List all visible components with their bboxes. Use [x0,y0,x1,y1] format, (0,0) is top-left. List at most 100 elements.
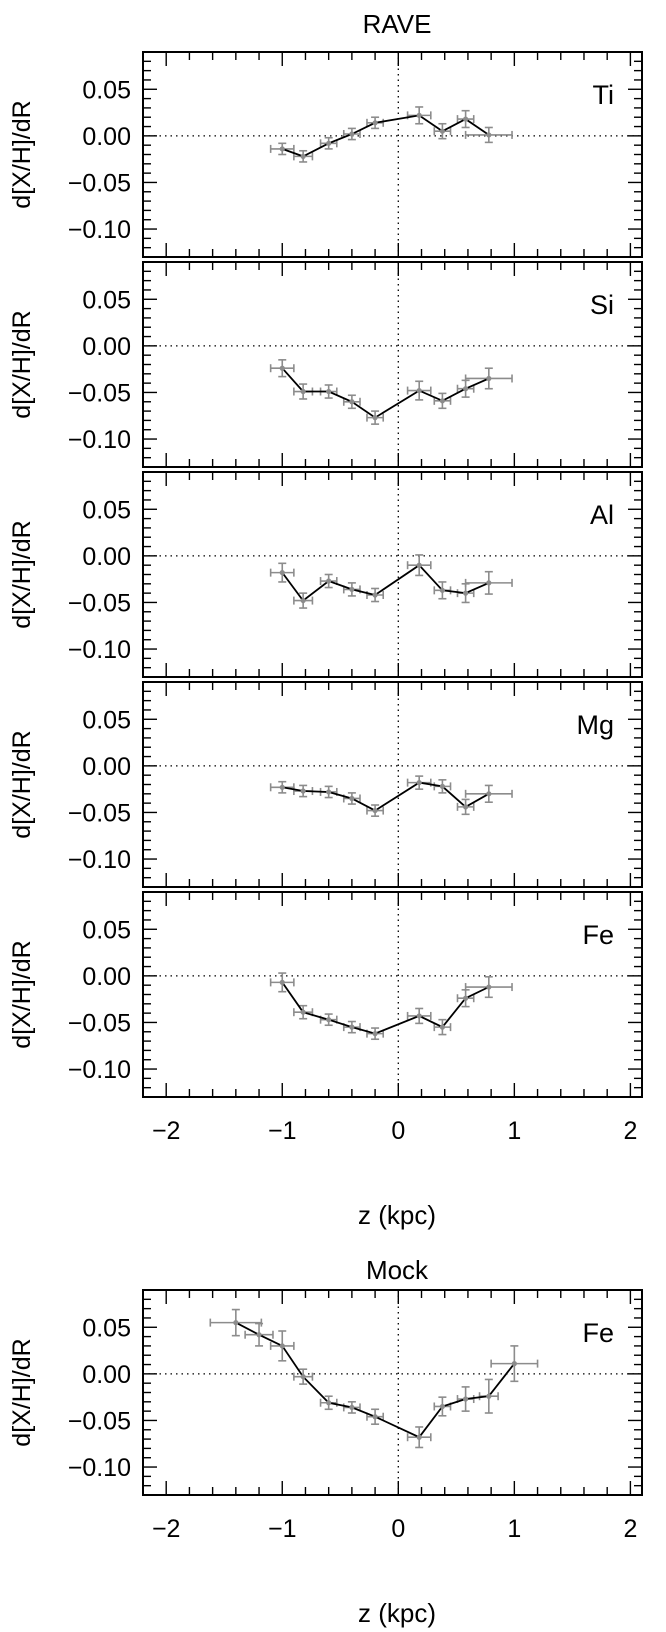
x-tick-label: −2 [152,1515,181,1543]
x-tick-label: −1 [268,1117,297,1145]
data-point [279,784,285,790]
data-point [279,146,285,152]
axes-frame [142,261,643,468]
y-tick-label: 0.05 [82,496,131,524]
y-tick-label: −0.10 [68,216,131,244]
y-tick-label: −0.10 [68,1056,131,1084]
title-rave: RAVE [363,9,432,39]
data-point [349,131,355,137]
data-point [486,1393,492,1399]
data-point [349,795,355,802]
series-line [281,981,490,1035]
xlabel-mock: z (kpc) [358,1598,436,1628]
y-tick-label: −0.10 [68,426,131,454]
y-tick-label: −0.05 [68,1009,131,1037]
panel-label: Ti [593,80,615,110]
y-tick-label: −0.05 [68,799,131,827]
data-point [279,570,285,576]
panel-rave-fe: 0.05 0.00 −0.05 −0.10 −2 −1 0 1 2 d[X/H]/dR Fe [8,891,643,1145]
data-point [300,153,306,159]
data-point [416,387,422,394]
y-tick-label: −0.10 [68,1454,131,1482]
x-tick-label: −1 [268,1515,297,1543]
data-point [511,1361,517,1367]
panel-label: Fe [582,920,614,950]
data-point [486,791,492,797]
y-tick-label: 0.00 [82,333,131,361]
y-tick-label: 0.00 [82,1361,131,1389]
x-tick-label: 1 [507,1515,521,1543]
y-axis-label: d[X/H]/dR [8,100,36,208]
data-point [372,1414,378,1420]
data-point [439,398,445,404]
y-axis-label: d[X/H]/dR [8,730,36,838]
data-point [300,1009,306,1015]
axes-frame [142,891,643,1098]
data-point [486,984,492,990]
data-point [326,388,332,395]
data-point [279,1343,285,1349]
panel-mock-fe: 0.05 0.00 −0.05 −0.10 −2 −1 0 1 2 d[X/H]/dR Fe [8,1289,643,1543]
data-point [326,578,332,584]
data-point [349,1024,355,1030]
y-axis-label: d[X/H]/dR [8,1338,36,1446]
y-tick-label: −0.05 [68,169,131,197]
data-point [279,979,285,985]
data-point [416,780,422,786]
data-point [256,1332,262,1338]
panel-label: Fe [582,1318,614,1348]
y-axis-label: d[X/H]/dR [8,520,36,628]
xlabel-rave: z (kpc) [358,1200,436,1230]
y-tick-label: −0.05 [68,379,131,407]
panel-rave-si: 0.05 0.00 −0.05 −0.10 d[X/H]/dR Si [8,261,643,468]
axes-frame [142,51,643,258]
data-point [300,788,306,794]
data-point [486,580,492,586]
data-point [463,1396,469,1402]
y-tick-label: 0.00 [82,543,131,571]
x-tick-label: 0 [391,1117,405,1145]
data-point [233,1320,239,1326]
data-point [326,1017,332,1023]
data-point [416,112,422,118]
y-tick-label: −0.05 [68,589,131,617]
y-tick-label: 0.00 [82,963,131,991]
axes-frame [142,471,643,678]
data-point [349,1404,355,1411]
y-tick-label: 0.00 [82,123,131,151]
panel-label: Mg [576,710,614,740]
data-point [300,388,306,395]
data-point [326,789,332,795]
data-point [463,804,469,810]
data-point [439,783,445,789]
data-point [349,399,355,405]
y-tick-label: 0.05 [82,916,131,944]
data-point [416,1013,422,1019]
data-point [326,140,332,146]
axes-frame [142,1289,643,1496]
error-bar [269,780,295,794]
panels: 0.05 0.00 −0.05 −0.10 d[X/H]/dR Ti 0.05 0.00 −0.… [8,51,643,1543]
data-point [463,386,469,392]
panel-rave-mg: 0.05 0.00 −0.05 −0.10 d[X/H]/dR Mg [8,681,643,888]
y-tick-label: −0.05 [68,1407,131,1435]
x-tick-label: 2 [623,1117,637,1145]
data-point [279,365,285,371]
panel-rave-ti: 0.05 0.00 −0.05 −0.10 d[X/H]/dR Ti [8,51,643,258]
data-point [463,116,469,122]
data-point [486,132,492,138]
panel-label: Si [590,290,614,320]
panel-label: Al [590,500,614,530]
y-axis-label: d[X/H]/dR [8,310,36,418]
x-tick-label: 0 [391,1515,405,1543]
y-tick-label: 0.05 [82,706,131,734]
data-point [372,415,378,421]
data-point [463,590,469,596]
data-point [439,1403,445,1410]
y-tick-label: −0.10 [68,846,131,874]
y-tick-label: 0.00 [82,753,131,781]
y-tick-label: −0.10 [68,636,131,664]
data-point [300,597,306,604]
data-point [416,1434,422,1440]
